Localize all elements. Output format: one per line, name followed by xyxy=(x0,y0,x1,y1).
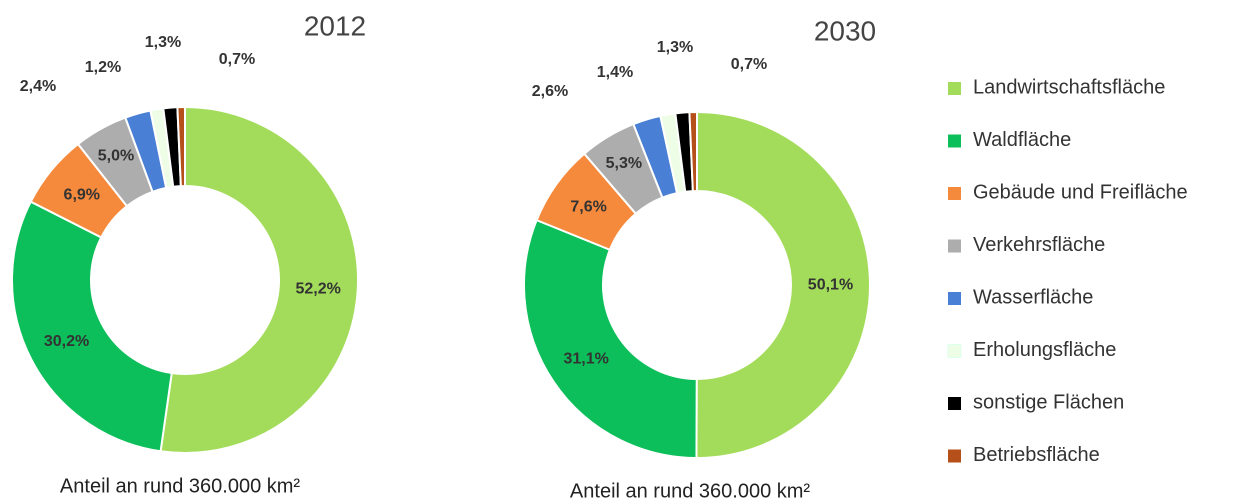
legend-label: Landwirtschaftsfläche xyxy=(973,76,1165,98)
chart-title: 2012 xyxy=(304,10,366,41)
chart-title: 2030 xyxy=(814,15,876,46)
caption: Anteil an rund 360.000 km² xyxy=(60,475,300,497)
slice xyxy=(695,110,872,459)
legend-label: Gebäude und Freifläche xyxy=(973,181,1188,203)
data-label: 1,3% xyxy=(657,39,693,56)
data-label: 5,0% xyxy=(98,148,134,165)
legend-label: Erholungsfläche xyxy=(973,339,1116,361)
data-label: 50,1% xyxy=(808,276,853,293)
legend-swatch xyxy=(948,397,961,410)
legend-swatch xyxy=(948,292,961,305)
slice xyxy=(11,200,173,453)
data-label: 6,9% xyxy=(64,187,100,204)
legend-swatch xyxy=(948,239,961,253)
slice xyxy=(523,218,698,460)
data-label: 1,4% xyxy=(597,64,633,81)
slice xyxy=(176,105,186,188)
slice xyxy=(688,110,698,193)
legend-label: Verkehrsfläche xyxy=(973,234,1105,256)
caption: Anteil an rund 360.000 km² xyxy=(570,480,810,501)
data-label: 0,7% xyxy=(219,51,255,68)
legend-swatch xyxy=(948,449,961,463)
legend-swatch xyxy=(948,187,961,200)
slice xyxy=(159,105,359,454)
data-label: 0,7% xyxy=(731,56,767,73)
legend-label: Waldfläche xyxy=(973,129,1071,151)
data-label: 7,6% xyxy=(570,198,606,215)
data-label: 5,3% xyxy=(606,155,642,172)
legend-swatch xyxy=(947,344,962,358)
data-label: 52,2% xyxy=(295,281,340,298)
legend-label: Wasserfläche xyxy=(973,286,1093,308)
data-label: 2,6% xyxy=(532,83,568,100)
data-label: 1,2% xyxy=(85,59,121,76)
data-label: 2,4% xyxy=(20,78,56,95)
legend-swatch xyxy=(948,134,961,148)
data-label: 30,2% xyxy=(44,333,89,350)
legend-label: sonstige Flächen xyxy=(973,391,1124,413)
data-label: 1,3% xyxy=(145,34,181,51)
legend-swatch xyxy=(948,82,961,95)
legend-label: Betriebsfläche xyxy=(973,444,1100,466)
data-label: 31,1% xyxy=(564,351,609,368)
